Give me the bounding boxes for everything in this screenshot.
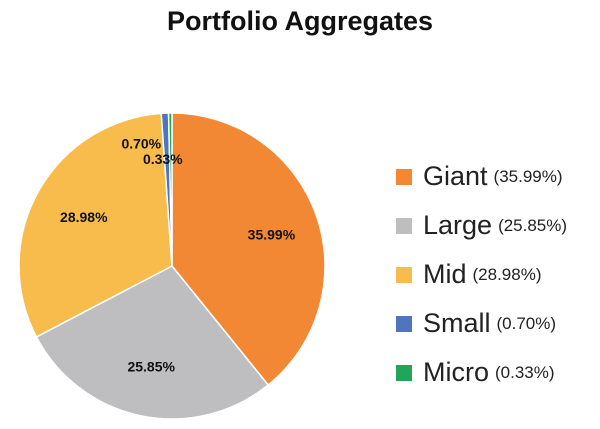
legend-percent-small: (0.70%) xyxy=(496,313,557,333)
legend-percent-micro: (0.33%) xyxy=(495,362,555,382)
data-label-small: 0.70% xyxy=(121,136,161,152)
pie-slice-giant xyxy=(171,112,326,387)
legend-item-large: Large (25.85%) xyxy=(396,201,596,250)
legend-label-large: Large xyxy=(423,210,493,240)
data-label-mid: 28.98% xyxy=(60,209,108,225)
legend-label-micro: Micro xyxy=(423,357,489,387)
legend-swatch-micro xyxy=(396,364,412,381)
chart-title: Portfolio Aggregates xyxy=(166,6,434,36)
pie-data-labels: 35.99% 25.85% 28.98% 0.70%0.33% xyxy=(60,136,296,375)
legend-label-giant: Giant xyxy=(423,161,488,191)
legend-item-small: Small (0.70%) xyxy=(396,299,596,348)
legend-item-micro: Micro (0.33%) xyxy=(396,348,596,397)
legend: Giant (35.99%) Large (25.85%) Mid (28.98… xyxy=(396,152,596,397)
legend-swatch-mid xyxy=(396,266,412,283)
legend-percent-giant: (35.99%) xyxy=(493,166,563,186)
pie-slice-micro xyxy=(167,112,173,267)
pie-slice-mid xyxy=(18,112,173,338)
legend-label-small: Small xyxy=(423,308,491,338)
data-label-giant: 35.99% xyxy=(248,226,296,242)
legend-percent-mid: (28.98%) xyxy=(472,264,542,284)
legend-percent-large: (25.85%) xyxy=(498,215,568,235)
legend-swatch-small xyxy=(396,315,412,332)
data-label-large: 25.85% xyxy=(127,358,175,374)
legend-swatch-large xyxy=(396,217,412,234)
legend-label-mid: Mid xyxy=(423,259,467,289)
legend-item-mid: Mid (28.98%) xyxy=(396,250,596,299)
data-label-micro: 0.33% xyxy=(143,151,183,167)
legend-swatch-giant xyxy=(396,168,412,185)
pie-slice-large xyxy=(35,265,270,420)
legend-item-giant: Giant (35.99%) xyxy=(396,152,596,201)
pie-slices xyxy=(18,112,326,420)
